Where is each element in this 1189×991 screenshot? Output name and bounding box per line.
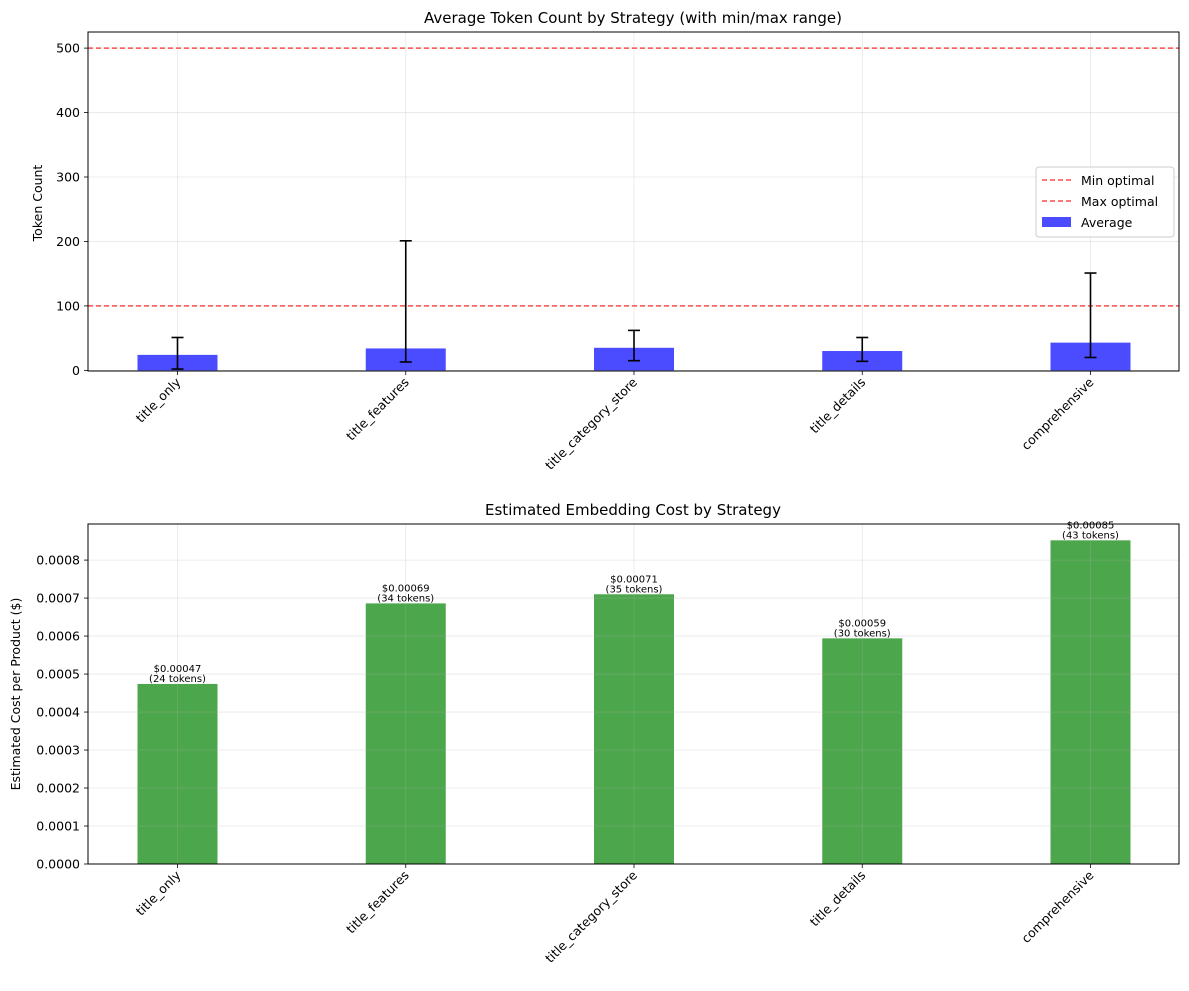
bars xyxy=(137,540,1131,864)
data-label-tokens-title-features: (34 tokens) xyxy=(377,593,434,604)
data-label-cost-title-features: $0.00069 xyxy=(382,583,430,594)
data-labels: $0.00047(24 tokens) $0.00069(34 tokens) $0… xyxy=(149,520,1119,685)
y-tick-label-200: 200 xyxy=(56,234,80,249)
legend-label-min-optimal: Min optimal xyxy=(1081,173,1154,188)
y-tick-label-300: 300 xyxy=(56,170,80,185)
data-label-tokens-title-details: (30 tokens) xyxy=(834,628,891,639)
y-ticks: 0 100 200 300 400 500 xyxy=(56,41,88,378)
y-axis-label: Token Count xyxy=(30,165,45,243)
plot-frame xyxy=(87,523,1180,865)
y-tick-label-0: 0 xyxy=(72,363,80,378)
y-tick-label-0-0003: 0.0003 xyxy=(36,743,80,758)
legend: Min optimal Max optimal Average xyxy=(1035,166,1175,238)
data-label-cost-title-category-store: $0.00071 xyxy=(610,574,658,585)
bar-title-only xyxy=(137,683,218,864)
y-tick-label-0-0004: 0.0004 xyxy=(36,705,80,720)
data-label-tokens-title-only: (24 tokens) xyxy=(149,674,206,685)
y-ticks: 0.0000 0.0001 0.0002 0.0003 0.0004 0.0005 0.00… xyxy=(36,553,88,872)
data-label-cost-comprehensive: $0.00085 xyxy=(1067,520,1115,531)
y-tick-label-0-0000: 0.0000 xyxy=(36,857,80,872)
bar-title-features xyxy=(365,603,446,864)
legend-label-max-optimal: Max optimal xyxy=(1081,194,1158,209)
legend-label-average: Average xyxy=(1081,215,1133,230)
y-axis-label: Estimated Cost per Product ($) xyxy=(8,598,23,791)
y-tick-label-0-0006: 0.0006 xyxy=(36,629,80,644)
bar-comprehensive xyxy=(1050,540,1131,864)
y-tick-label-400: 400 xyxy=(56,105,80,120)
error-bars xyxy=(171,240,1097,370)
y-tick-label-0-0002: 0.0002 xyxy=(36,781,80,796)
y-tick-label-0-0007: 0.0007 xyxy=(36,591,80,606)
y-tick-label-0-0001: 0.0001 xyxy=(36,819,80,834)
plot-frame xyxy=(87,31,1180,372)
legend-swatch-average xyxy=(1042,217,1071,227)
data-label-cost-title-only: $0.00047 xyxy=(154,664,202,675)
reference-lines xyxy=(88,47,1179,307)
data-label-cost-title-details: $0.00059 xyxy=(838,618,886,629)
y-tick-label-100: 100 xyxy=(56,298,80,313)
data-label-tokens-title-category-store: (35 tokens) xyxy=(606,584,663,595)
y-tick-label-0-0005: 0.0005 xyxy=(36,667,80,682)
y-tick-label-500: 500 xyxy=(56,41,80,56)
data-label-tokens-comprehensive: (43 tokens) xyxy=(1062,530,1119,541)
bar-title-details xyxy=(822,638,903,864)
chart-title: Average Token Count by Strategy (with mi… xyxy=(424,9,842,27)
chart-title: Estimated Embedding Cost by Strategy xyxy=(485,501,781,519)
bar-title-category-store xyxy=(594,594,674,864)
y-tick-label-0-0008: 0.0008 xyxy=(36,553,80,568)
